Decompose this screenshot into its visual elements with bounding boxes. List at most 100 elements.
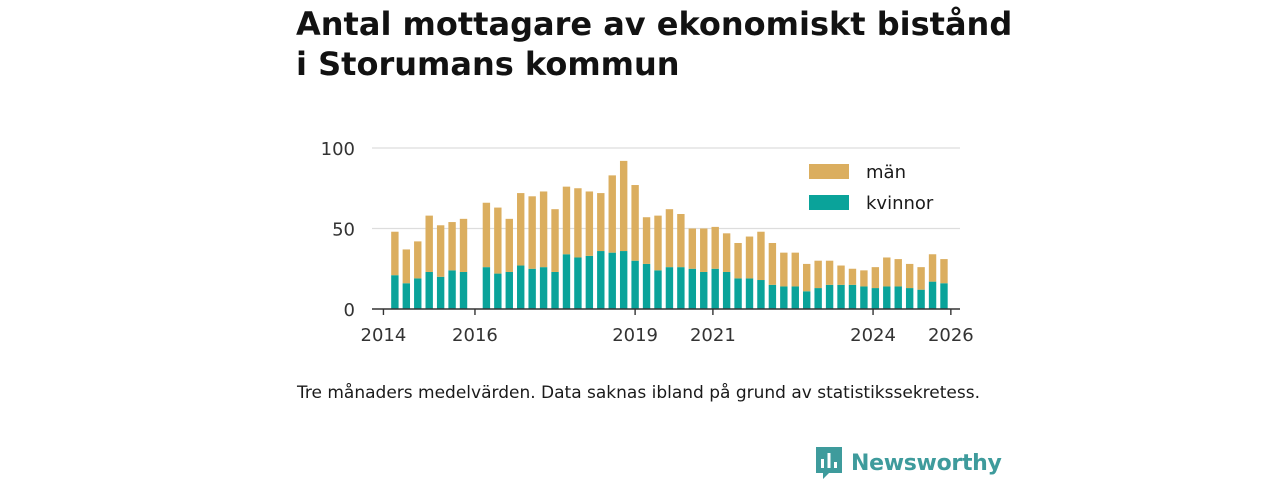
bar-kvinnor	[562, 254, 571, 309]
bar-man	[517, 193, 525, 266]
bar-man	[505, 218, 513, 272]
bar-kvinnor	[585, 255, 594, 309]
bar-man	[494, 207, 502, 274]
x-tick-label: 2016	[452, 325, 498, 346]
bar-man	[780, 252, 788, 287]
x-axis-labels: 2014 2016 2019 2021 2024 2026	[361, 325, 974, 346]
bar-man	[391, 231, 399, 276]
y-tick-label: 100	[321, 139, 355, 160]
bar-man	[700, 228, 708, 272]
legend: män kvinnor	[809, 162, 934, 214]
bar-kvinnor	[402, 283, 411, 309]
bar-kvinnor	[677, 267, 685, 309]
bar-kvinnor	[837, 284, 845, 309]
bar-man	[459, 218, 468, 272]
bar-man	[894, 259, 902, 287]
x-tick-label: 2019	[612, 325, 658, 346]
bar-kvinnor	[654, 270, 662, 309]
bar-kvinnor	[780, 286, 788, 309]
chart-title-line-1: Antal mottagare av ekonomiskt bistånd	[296, 5, 1013, 43]
bar-kvinnor	[414, 278, 422, 309]
bar-kvinnor	[917, 289, 925, 309]
y-axis-labels: 0 50 100	[321, 139, 355, 321]
bar-man	[436, 225, 445, 277]
bar-man	[837, 265, 845, 285]
bar-kvinnor	[791, 286, 799, 309]
bar-man	[940, 259, 948, 284]
bar-man	[688, 228, 697, 269]
bar-kvinnor	[734, 278, 742, 309]
bar-kvinnor	[700, 271, 708, 309]
bar-kvinnor	[528, 268, 536, 309]
bar-man	[528, 196, 536, 269]
bar-man	[871, 267, 880, 289]
bar-man	[631, 185, 639, 261]
bar-kvinnor	[642, 263, 651, 309]
bar-man	[539, 191, 548, 268]
bar-kvinnor	[494, 273, 502, 309]
bar-kvinnor	[711, 268, 719, 309]
chart-title-line-2: i Storumans kommun	[296, 45, 680, 83]
bar-kvinnor	[482, 267, 491, 309]
chart-title: Antal mottagare av ekonomiskt bistånd i …	[296, 4, 1016, 84]
bar-kvinnor	[619, 251, 628, 309]
bar-kvinnor	[814, 288, 822, 309]
bar-man	[734, 242, 742, 279]
bars	[391, 160, 948, 309]
bar-kvinnor	[825, 284, 834, 309]
bar-kvinnor	[391, 275, 399, 309]
legend-swatch-kvinnor	[809, 195, 849, 210]
bar-man	[768, 242, 777, 285]
bar-kvinnor	[803, 291, 811, 309]
bar-man	[654, 215, 662, 271]
bar-kvinnor	[848, 284, 857, 309]
bar-kvinnor	[768, 284, 777, 309]
bar-kvinnor	[928, 281, 937, 309]
bar-kvinnor	[517, 265, 525, 309]
bar-kvinnor	[722, 271, 731, 309]
bar-kvinnor	[860, 286, 868, 309]
x-tick-label: 2024	[850, 325, 896, 346]
bar-kvinnor	[551, 271, 559, 309]
legend-label-man: män	[866, 162, 906, 183]
bar-kvinnor	[459, 271, 468, 309]
brand-name: Newsworthy	[851, 450, 1002, 476]
bar-kvinnor	[757, 280, 765, 309]
bar-man	[745, 236, 754, 279]
bar-kvinnor	[425, 271, 433, 309]
bar-man	[825, 260, 834, 285]
bar-kvinnor	[688, 268, 697, 309]
bar-kvinnor	[597, 251, 605, 309]
bar-man	[917, 267, 925, 290]
bar-man	[905, 263, 914, 289]
bar-man	[448, 222, 456, 271]
bar-man	[791, 252, 799, 287]
newsworthy-logo-icon	[816, 447, 842, 479]
bar-man	[642, 217, 651, 264]
x-tick-label: 2026	[928, 325, 974, 346]
bar-man	[665, 209, 674, 268]
bar-man	[551, 209, 559, 272]
bar-man	[711, 226, 719, 269]
bar-man	[928, 254, 937, 282]
bar-kvinnor	[940, 283, 948, 309]
bar-man	[757, 231, 765, 281]
bar-man	[574, 188, 582, 258]
x-tick-label: 2021	[690, 325, 736, 346]
bar-kvinnor	[608, 252, 616, 309]
legend-swatch-man	[809, 164, 849, 179]
newsworthy-logo: Newsworthy	[815, 445, 1002, 481]
chart-note: Tre månaders medelvärden. Data saknas ib…	[297, 383, 980, 403]
bar-kvinnor	[505, 271, 513, 309]
bar-man	[482, 202, 491, 268]
bar-man	[883, 257, 891, 287]
bar-man	[425, 215, 433, 272]
bar-man	[722, 233, 731, 272]
bar-man	[402, 249, 411, 284]
bar-man	[608, 175, 616, 253]
legend-label-kvinnor: kvinnor	[866, 193, 934, 214]
bar-kvinnor	[905, 288, 914, 309]
bar-man	[677, 214, 685, 268]
bar-man	[848, 268, 857, 285]
bar-man	[414, 241, 422, 279]
